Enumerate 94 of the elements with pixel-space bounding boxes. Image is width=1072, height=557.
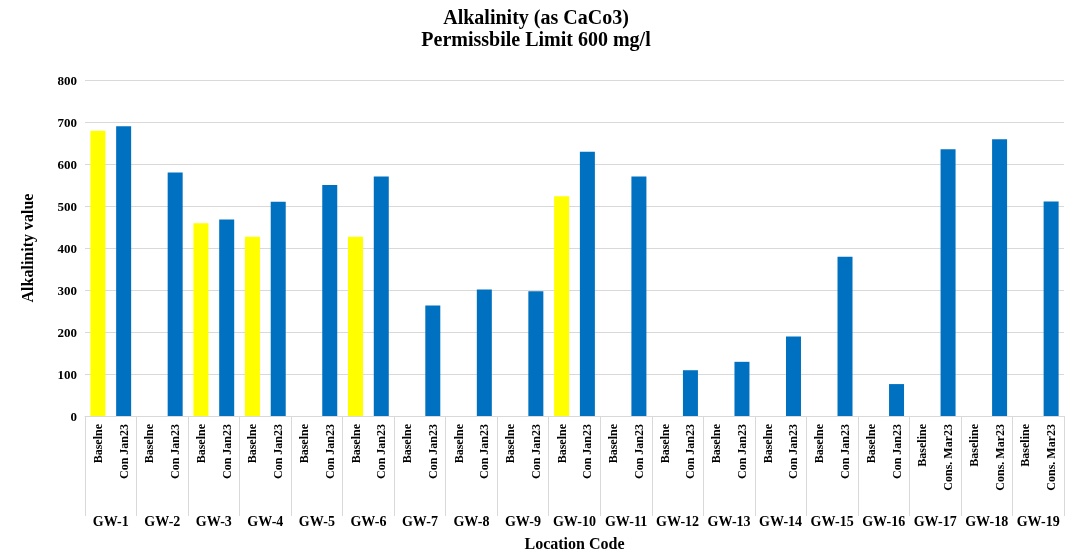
bar [476,289,492,416]
y-tick-label: 600 [57,156,77,172]
x-tick-label: Con Jan23 [271,424,286,480]
x-tick-label: Con Jan23 [838,424,853,480]
bar [682,370,698,416]
x-tick-label: Con Jan23 [116,424,131,480]
x-tick-label: Baselne [451,423,466,464]
x-tick-label: Baselne [245,423,260,464]
x-tick-label: Baselne [400,423,415,464]
x-tick-label: Baselne [863,423,878,464]
chart-subtitle: Permissbile Limit 600 mg/l [421,28,652,51]
bar [322,185,338,416]
x-tick-label: Baselne [812,423,827,464]
x-tick-label: Con Jan23 [219,424,234,480]
text: GW-14 [759,513,803,529]
bar [116,126,132,416]
bar [219,219,235,416]
x-tick-label: Con Jan23 [528,424,543,480]
text: GW-3 [195,513,232,529]
y-tick-label: 500 [57,198,77,214]
text: GW-2 [144,513,181,529]
x-tick-label: Baseline [915,423,930,467]
x-tick-label: Baseline [1018,423,1033,467]
chart-title: Alkalinity (as CaCo3) [443,6,629,29]
x-tick-label: Baselne [606,423,621,464]
x-axis-title: Location Code [524,534,625,552]
text: GW-8 [453,513,490,529]
text: GW-17 [913,513,957,529]
x-tick-label: Con Jan23 [580,424,595,480]
text: GW-5 [298,513,335,529]
x-tick-label: Con Jan23 [631,424,646,480]
text: GW-15 [810,513,854,529]
text: GW-6 [350,513,387,529]
bar [528,291,544,416]
x-tick-label: Baselne [503,423,518,464]
x-tick-label: Con Jan23 [322,424,337,480]
x-tick-label: Baselne [554,423,569,464]
bar [1043,201,1059,416]
y-tick-label: 100 [57,366,77,382]
y-tick-label: 0 [70,408,77,424]
bar [373,176,389,416]
y-axis-title: Alkalinity value [18,193,37,303]
y-tick-label: 200 [57,324,77,340]
bar [270,201,286,416]
text: GW-13 [707,513,751,529]
text: GW-9 [504,513,541,529]
text: GW-12 [656,513,700,529]
y-tick-label: 400 [57,240,77,256]
x-tick-label: Cons. Mar23 [992,424,1007,491]
x-tick-label: Con Jan23 [425,424,440,480]
bar [244,236,260,416]
bar [837,256,853,416]
x-tick-label: Cons. Mar23 [1044,424,1059,491]
bar [90,130,106,416]
x-tick-label: Baseline [966,423,981,467]
x-tick-label: Baselne [348,423,363,464]
bar [734,361,750,416]
y-tick-label: 700 [57,114,77,130]
bar [193,223,209,416]
bar [579,151,595,416]
x-tick-label: Con Jan23 [786,424,801,480]
x-tick-label: Con Jan23 [374,424,389,480]
text: GW-1 [92,513,129,529]
text: GW-4 [247,513,284,529]
x-tick-label: Con Jan23 [734,424,749,480]
bar [631,176,647,416]
bar [940,149,956,416]
bar [889,384,905,416]
x-tick-label: Baselne [193,423,208,464]
bar [785,336,801,416]
x-tick-label: Con Jan23 [168,424,183,480]
bar [425,305,441,416]
text: GW-7 [401,513,438,529]
x-tick-label: Con Jan23 [889,424,904,480]
x-tick-label: Cons. Mar23 [941,424,956,491]
text: GW-11 [604,513,648,529]
x-tick-label: Baselne [657,423,672,464]
bar [992,139,1008,416]
x-tick-label: Baselne [709,423,724,464]
y-tick-label: 800 [57,72,77,88]
bar [167,172,183,416]
x-tick-label: Con Jan23 [477,424,492,480]
text: GW-18 [965,513,1009,529]
text: GW-19 [1016,513,1060,529]
x-tick-label: Baselne [90,423,105,464]
x-tick-label: Baselne [142,423,157,464]
x-tick-label: Baselne [296,423,311,464]
bar [554,196,570,416]
text: GW-10 [552,513,597,529]
bar [348,236,364,416]
text: GW-16 [862,513,906,529]
y-tick-label: 300 [57,282,77,298]
x-tick-label: Con Jan23 [683,424,698,480]
x-tick-label: Baselne [760,423,775,464]
